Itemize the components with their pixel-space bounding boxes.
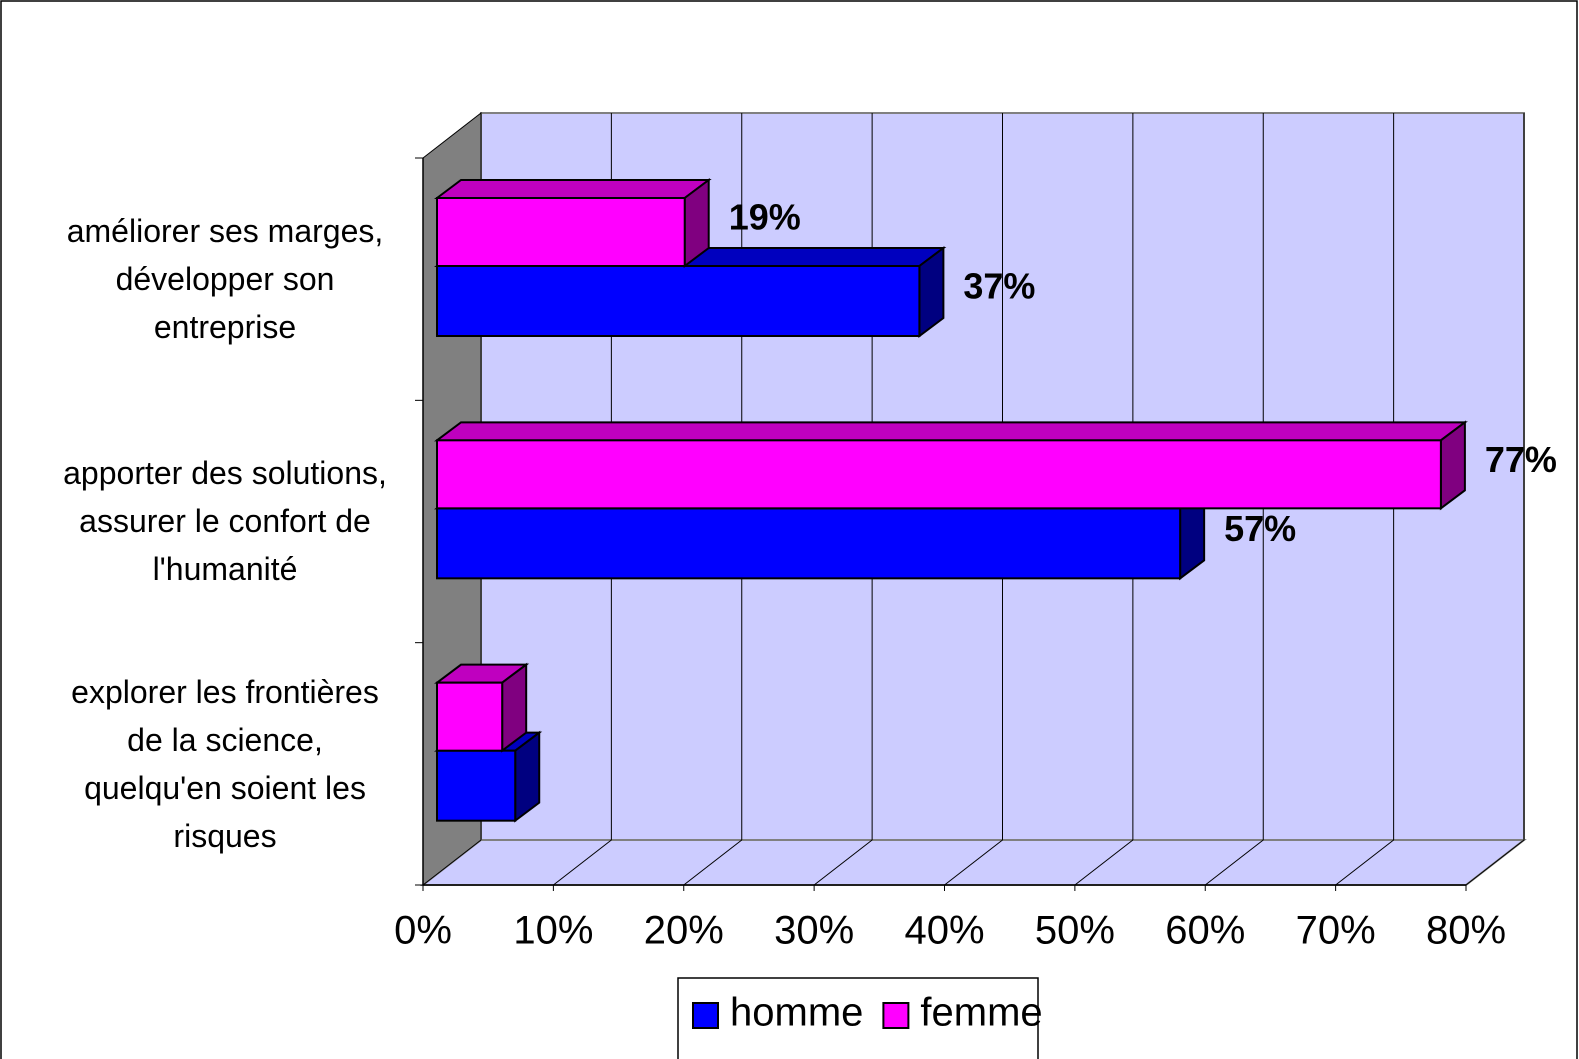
floor-grid-line (1204, 839, 1264, 886)
floor-grid-line (1074, 839, 1134, 886)
category-label-box: améliorer ses marges, développer son ent… (66, 213, 384, 346)
x-tick-label: 60% (1165, 909, 1245, 953)
bar-top (434, 179, 712, 199)
y-tick-label: explorer les frontières de la science, q… (71, 673, 379, 854)
floor-grid-line (1465, 839, 1525, 886)
bar-front (436, 681, 504, 752)
bar-front (436, 265, 921, 337)
x-tick-label: 30% (774, 909, 854, 953)
y-tick-label: apporter des solutions, assurer le confo… (63, 455, 387, 588)
legend-label: homme (730, 991, 863, 1035)
floor-grid-line (813, 839, 873, 886)
bar (434, 178, 712, 268)
bar-top (434, 421, 1468, 442)
x-tick-label: 20% (644, 909, 724, 953)
y-tick-label: améliorer ses marges, développer son ent… (66, 213, 384, 346)
data-label: 37% (963, 266, 1035, 307)
x-tick-label: 70% (1296, 909, 1376, 953)
x-tick-label: 0% (394, 909, 452, 953)
bar-front (436, 439, 1442, 510)
bar-front (436, 507, 1182, 580)
data-label: 57% (1224, 508, 1296, 549)
floor-grid-line (683, 839, 743, 886)
data-label: 19% (729, 197, 801, 238)
bar-front (436, 197, 686, 267)
bar (434, 420, 1468, 511)
category-label-box: apporter des solutions, assurer le confo… (63, 455, 387, 588)
legend-box (677, 977, 1039, 1059)
x-tick-label: 10% (513, 909, 593, 953)
x-tick-label: 80% (1426, 909, 1506, 953)
floor-grid-line (944, 839, 1003, 886)
data-label: 77% (1485, 439, 1557, 480)
bar-front (436, 749, 517, 822)
legend-swatch (692, 1002, 719, 1029)
bar (434, 662, 530, 753)
floor-grid-line (553, 839, 612, 886)
x-tick-label: 50% (1035, 909, 1115, 953)
category-label-box: explorer les frontières de la science, q… (71, 673, 379, 854)
legend-swatch (882, 1002, 910, 1029)
legend-label: femme (920, 991, 1042, 1035)
floor-grid-line (1335, 839, 1394, 886)
floor-grid-line (422, 839, 482, 886)
x-tick-label: 40% (904, 909, 984, 953)
